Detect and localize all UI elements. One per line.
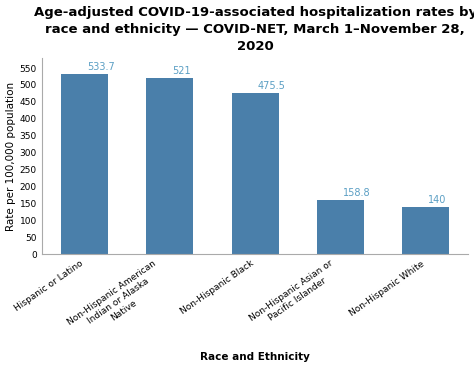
Text: 533.7: 533.7 [87, 61, 115, 71]
Bar [146, 78, 193, 254]
Bar [317, 201, 364, 254]
Text: 140: 140 [428, 195, 447, 205]
X-axis label: Race and Ethnicity: Race and Ethnicity [200, 353, 310, 362]
Text: 521: 521 [173, 66, 191, 76]
Text: 158.8: 158.8 [343, 188, 371, 198]
Text: 475.5: 475.5 [258, 81, 285, 91]
Y-axis label: Rate per 100,000 population: Rate per 100,000 population [6, 81, 16, 231]
Bar [402, 207, 449, 254]
Bar [232, 93, 279, 254]
Bar [61, 74, 108, 254]
Title: Age-adjusted COVID-19-associated hospitalization rates by
race and ethnicity — C: Age-adjusted COVID-19-associated hospita… [34, 6, 474, 53]
